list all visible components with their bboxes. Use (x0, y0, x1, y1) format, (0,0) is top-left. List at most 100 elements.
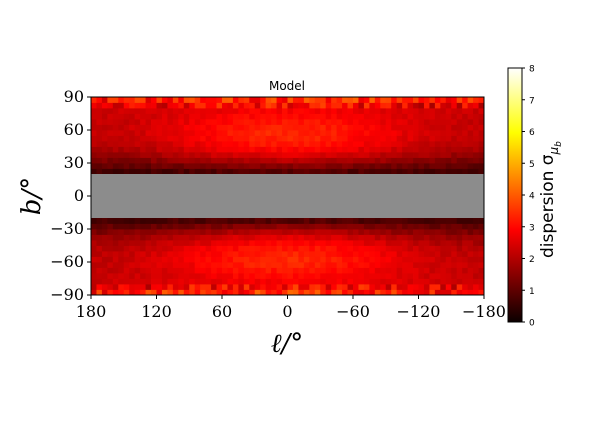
heatmap-cell (478, 223, 485, 230)
heatmap-cell (342, 223, 348, 230)
heatmap-cell (227, 157, 234, 164)
heatmap-cell (123, 284, 130, 290)
heatmap-cell (347, 284, 354, 290)
heatmap-cell (232, 234, 239, 241)
heatmap-cell (440, 102, 447, 109)
heatmap-cell (380, 223, 387, 230)
heatmap-cell (331, 278, 338, 285)
heatmap-cell (440, 267, 447, 274)
heatmap-cell (396, 278, 403, 285)
heatmap-cell (358, 113, 365, 120)
heatmap-cell (183, 124, 190, 131)
heatmap-cell (358, 229, 365, 235)
heatmap-cell (413, 262, 419, 268)
heatmap-cell (183, 251, 190, 257)
heatmap-cell (265, 163, 272, 169)
heatmap-cell (347, 97, 354, 103)
heatmap-cell (292, 245, 299, 252)
heatmap-cell (123, 113, 130, 120)
heatmap-cell (222, 289, 228, 296)
heatmap-cell (320, 108, 327, 114)
heatmap-cell (96, 152, 103, 158)
heatmap-cell (194, 141, 201, 147)
heatmap-cell (456, 284, 463, 290)
heatmap-cell (161, 152, 168, 158)
heatmap-cell (222, 135, 228, 142)
heatmap-cell (309, 289, 316, 296)
heatmap-cell (369, 135, 376, 142)
heatmap-cell (282, 163, 288, 169)
heatmap-cell (238, 146, 245, 153)
heatmap-cell (145, 278, 152, 285)
heatmap-cell (243, 229, 250, 235)
heatmap-cell (145, 223, 152, 230)
heatmap-cell (287, 152, 294, 158)
heatmap-cell (101, 267, 108, 274)
heatmap-cell (91, 135, 97, 142)
heatmap-cell (298, 97, 305, 103)
heatmap-cell (331, 168, 338, 175)
x-tick-label: 60 (212, 302, 232, 321)
heatmap-cell (232, 251, 239, 257)
heatmap-cell (309, 168, 316, 175)
heatmap-cell (380, 289, 387, 296)
heatmap-cell (227, 267, 234, 274)
heatmap-cell (342, 267, 348, 274)
heatmap-cell (134, 146, 141, 153)
heatmap-cell (396, 102, 403, 109)
heatmap-cell (101, 262, 108, 268)
heatmap-cell (434, 289, 441, 296)
heatmap-cell (140, 124, 146, 131)
heatmap-cell (200, 234, 207, 241)
heatmap-cell (243, 245, 250, 252)
heatmap-cell (473, 135, 479, 142)
heatmap-cell (205, 119, 212, 125)
heatmap-cell (123, 135, 130, 142)
heatmap-cell (331, 234, 338, 241)
heatmap-cell (314, 119, 321, 125)
heatmap-cell (101, 245, 108, 252)
heatmap-cell (331, 157, 338, 164)
heatmap-cell (200, 102, 207, 109)
heatmap-cell (358, 273, 365, 279)
heatmap-cell (112, 146, 119, 153)
heatmap-cell (303, 135, 310, 142)
heatmap-cell (265, 168, 272, 175)
heatmap-cell (325, 262, 332, 268)
heatmap-cell (238, 130, 245, 136)
heatmap-cell (282, 102, 288, 109)
heatmap-cell (287, 119, 294, 125)
heatmap-cell (440, 157, 447, 164)
heatmap-cell (314, 289, 321, 296)
heatmap-cell (161, 124, 168, 131)
heatmap-cell (107, 130, 114, 136)
heatmap-cell (96, 284, 103, 290)
heatmap-cell (134, 163, 141, 169)
heatmap-cell (200, 278, 207, 285)
heatmap-cell (276, 289, 283, 296)
heatmap-cell (134, 240, 141, 246)
heatmap-cell (161, 168, 168, 175)
heatmap-cell (211, 234, 217, 241)
heatmap-cell (418, 289, 425, 296)
heatmap-cell (232, 267, 239, 274)
heatmap-cell (478, 284, 485, 290)
heatmap-cell (391, 157, 398, 164)
heatmap-cell (101, 152, 108, 158)
heatmap-cell (276, 168, 283, 175)
heatmap-cell (456, 124, 463, 131)
y-tick-label: 60 (64, 120, 84, 139)
heatmap-cell (314, 141, 321, 147)
heatmap-cell (205, 245, 212, 252)
heatmap-cell (238, 245, 245, 252)
heatmap-cell (172, 284, 179, 290)
heatmap-cell (205, 223, 212, 230)
heatmap-cell (385, 97, 392, 103)
heatmap-cell (374, 267, 381, 274)
heatmap-cell (287, 289, 294, 296)
heatmap-cell (254, 251, 261, 257)
heatmap-cell (342, 146, 348, 153)
heatmap-cell (320, 229, 327, 235)
heatmap-cell (276, 267, 283, 274)
heatmap-cell (282, 278, 288, 285)
